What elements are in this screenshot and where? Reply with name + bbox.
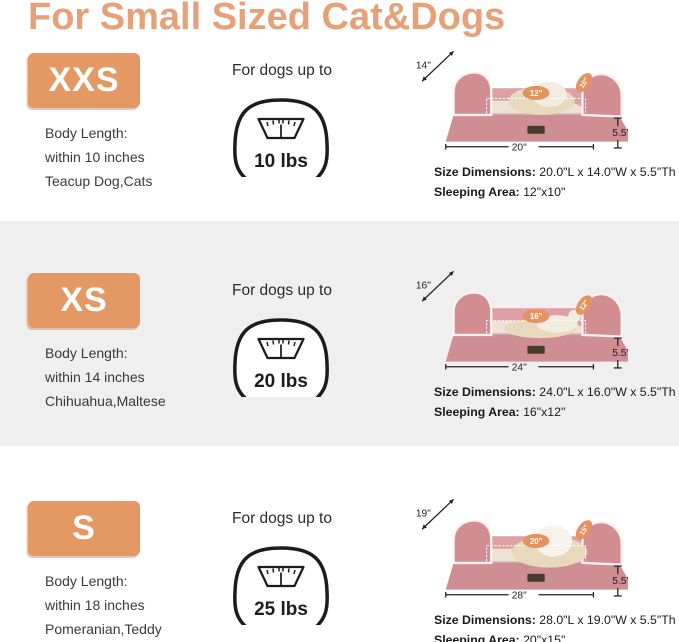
svg-text:10 lbs: 10 lbs	[254, 151, 308, 172]
svg-text:16": 16"	[416, 281, 431, 292]
svg-text:5.5": 5.5"	[612, 128, 628, 139]
svg-text:20": 20"	[512, 142, 527, 153]
svg-text:28": 28"	[512, 590, 527, 601]
svg-text:5.5": 5.5"	[612, 576, 628, 587]
svg-text:5.5": 5.5"	[612, 348, 628, 359]
svg-text:24": 24"	[512, 362, 527, 373]
svg-text:25 lbs: 25 lbs	[254, 599, 308, 620]
svg-text:19": 19"	[416, 509, 431, 520]
svg-text:20 lbs: 20 lbs	[254, 371, 308, 392]
svg-text:20": 20"	[530, 537, 543, 546]
svg-text:14": 14"	[416, 61, 431, 72]
svg-text:12": 12"	[530, 89, 543, 98]
svg-text:16": 16"	[530, 312, 543, 321]
